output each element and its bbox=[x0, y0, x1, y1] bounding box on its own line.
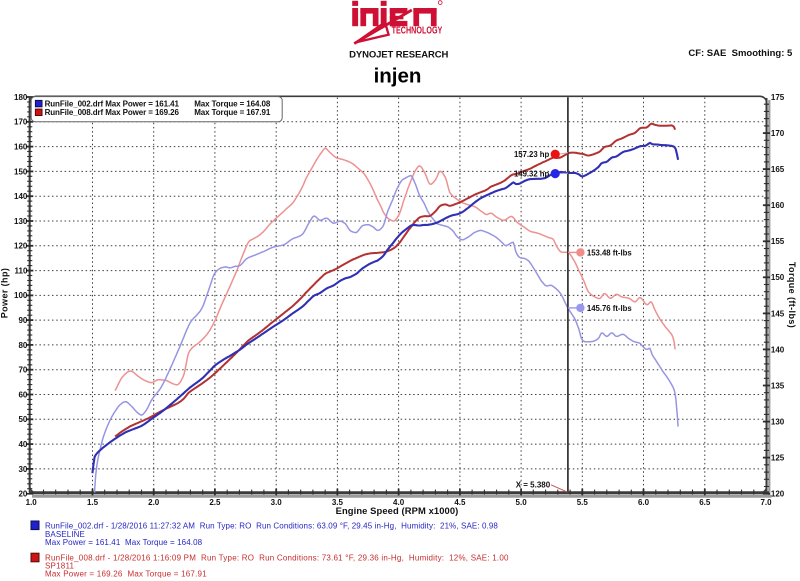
svg-text:3.0: 3.0 bbox=[271, 498, 283, 507]
svg-text:30: 30 bbox=[18, 465, 27, 474]
svg-text:2.0: 2.0 bbox=[148, 498, 160, 507]
svg-text:4.0: 4.0 bbox=[393, 498, 405, 507]
svg-text:150: 150 bbox=[771, 273, 785, 282]
svg-text:175: 175 bbox=[771, 93, 785, 102]
svg-text:RunFile_002.drf - 1/28/2016 11: RunFile_002.drf - 1/28/2016 11:27:32 AM … bbox=[45, 522, 498, 531]
svg-text:CF: SAE Smoothing: 5: CF: SAE Smoothing: 5 bbox=[688, 48, 793, 59]
svg-text:Power (hp): Power (hp) bbox=[0, 268, 10, 319]
svg-text:RunFile_002.drf Max Power = 16: RunFile_002.drf Max Power = 161.41 bbox=[45, 99, 180, 108]
svg-text:170: 170 bbox=[14, 118, 28, 127]
svg-text:60: 60 bbox=[18, 390, 27, 399]
svg-text:165: 165 bbox=[771, 165, 785, 174]
svg-text:X = 5.380: X = 5.380 bbox=[516, 481, 551, 490]
svg-text:5.0: 5.0 bbox=[516, 498, 528, 507]
svg-text:Torque (ft-lbs): Torque (ft-lbs) bbox=[787, 262, 797, 328]
svg-text:140: 140 bbox=[771, 345, 785, 354]
svg-text:5.5: 5.5 bbox=[577, 498, 589, 507]
svg-text:Max Power = 169.26 Max Torque: Max Power = 169.26 Max Torque = 167.91 bbox=[45, 570, 207, 579]
svg-text:Engine Speed (RPM x1000): Engine Speed (RPM x1000) bbox=[336, 505, 459, 516]
svg-text:153.48 ft-lbs: 153.48 ft-lbs bbox=[587, 248, 632, 257]
svg-text:7.0: 7.0 bbox=[760, 498, 772, 507]
svg-text:50: 50 bbox=[18, 415, 27, 424]
svg-text:150: 150 bbox=[14, 167, 28, 176]
svg-text:180: 180 bbox=[14, 93, 28, 102]
svg-text:135: 135 bbox=[771, 381, 785, 390]
svg-text:130: 130 bbox=[14, 217, 28, 226]
svg-text:110: 110 bbox=[14, 267, 27, 276]
svg-text:90: 90 bbox=[18, 316, 27, 325]
svg-text:RunFile_008.drf - 1/28/2016 1:: RunFile_008.drf - 1/28/2016 1:16:09 PM R… bbox=[45, 554, 509, 563]
svg-text:1.5: 1.5 bbox=[87, 498, 99, 507]
svg-text:157.23 hp: 157.23 hp bbox=[514, 150, 550, 159]
svg-text:6.0: 6.0 bbox=[638, 498, 650, 507]
svg-text:1.0: 1.0 bbox=[26, 498, 38, 507]
svg-text:120: 120 bbox=[771, 490, 785, 499]
svg-text:Max Torque = 164.08: Max Torque = 164.08 bbox=[194, 99, 271, 108]
svg-text:Max Torque = 167.91: Max Torque = 167.91 bbox=[194, 108, 271, 117]
svg-text:40: 40 bbox=[18, 440, 27, 449]
svg-text:4.5: 4.5 bbox=[454, 498, 466, 507]
svg-text:80: 80 bbox=[18, 341, 27, 350]
svg-text:TECHNOLOGY: TECHNOLOGY bbox=[392, 24, 443, 35]
svg-text:SP1811: SP1811 bbox=[45, 562, 75, 571]
svg-text:DYNOJET RESEARCH: DYNOJET RESEARCH bbox=[349, 49, 448, 60]
svg-text:20: 20 bbox=[18, 490, 27, 499]
svg-text:2.5: 2.5 bbox=[209, 498, 221, 507]
svg-text:145.76 ft-lbs: 145.76 ft-lbs bbox=[587, 304, 632, 313]
svg-text:130: 130 bbox=[771, 418, 785, 427]
svg-text:160: 160 bbox=[771, 201, 785, 210]
svg-text:3.5: 3.5 bbox=[332, 498, 344, 507]
svg-text:160: 160 bbox=[14, 143, 28, 152]
svg-text:125: 125 bbox=[771, 454, 785, 463]
svg-text:120: 120 bbox=[14, 242, 28, 251]
svg-text:Max Power = 161.41 Max Torque: Max Power = 161.41 Max Torque = 164.08 bbox=[45, 538, 203, 547]
svg-text:140: 140 bbox=[14, 192, 28, 201]
svg-text:100: 100 bbox=[14, 291, 28, 300]
svg-text:BASELINE: BASELINE bbox=[45, 530, 85, 539]
svg-text:injen: injen bbox=[374, 64, 422, 87]
svg-text:155: 155 bbox=[771, 237, 785, 246]
svg-text:145: 145 bbox=[771, 309, 785, 318]
svg-text:6.5: 6.5 bbox=[699, 498, 711, 507]
svg-text:170: 170 bbox=[771, 129, 785, 138]
svg-text:RunFile_008.drf Max Power = 16: RunFile_008.drf Max Power = 169.26 bbox=[45, 108, 180, 117]
svg-text:149.32 hp: 149.32 hp bbox=[514, 170, 550, 179]
svg-text:70: 70 bbox=[18, 366, 27, 375]
